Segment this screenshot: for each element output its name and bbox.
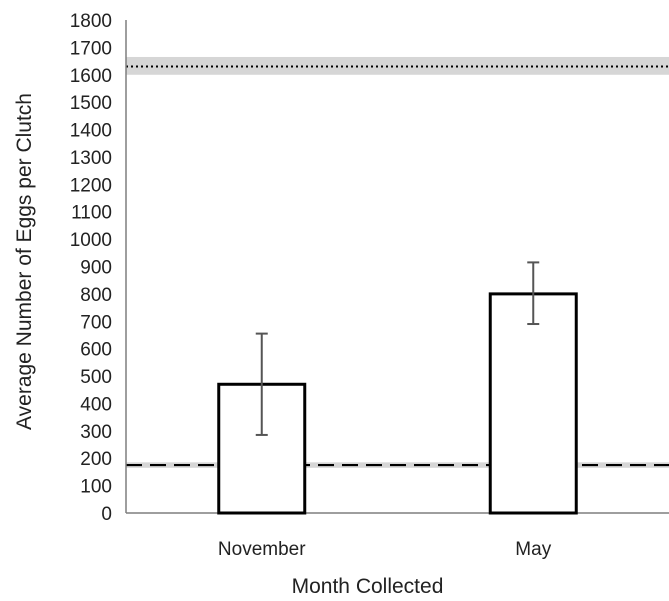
- y-tick-label: 500: [80, 367, 112, 388]
- y-tick-label: 1100: [71, 203, 112, 224]
- y-tick-label: 1800: [70, 11, 112, 32]
- y-axis-title: Average Number of Eggs per Clutch: [13, 93, 36, 430]
- x-axis-title: Month Collected: [292, 575, 444, 598]
- x-tick-label-may: May: [515, 539, 551, 560]
- y-tick-label: 1300: [70, 148, 112, 169]
- error-bars: [255, 261, 540, 436]
- y-tick-label: 100: [80, 477, 112, 498]
- x-tick-label-november: November: [218, 539, 306, 560]
- y-tick-label: 0: [101, 504, 112, 525]
- y-tick-label: 300: [80, 422, 112, 443]
- y-tick-label: 900: [80, 258, 112, 279]
- y-tick-label: 700: [80, 312, 112, 333]
- y-tick-label: 1600: [70, 66, 112, 87]
- y-tick-label: 1000: [70, 230, 112, 251]
- y-tick-label: 1400: [70, 121, 112, 142]
- bars: [217, 292, 578, 515]
- reference-bands: [126, 56, 669, 468]
- y-tick-label: 1500: [70, 93, 112, 114]
- y-tick-labels: 0 100 200 300 400 500 600 700 800 900 1000 1100 1200…: [70, 11, 112, 525]
- axes: [125, 20, 669, 514]
- y-tick-label: 200: [80, 449, 112, 470]
- x-tick-labels: November May: [218, 539, 552, 560]
- reference-lines: [126, 65, 669, 467]
- y-tick-label: 1200: [70, 175, 112, 196]
- y-tick-label: 400: [80, 394, 112, 415]
- bar-may: [488, 292, 578, 515]
- y-tick-label: 800: [80, 285, 112, 306]
- y-tick-label: 1700: [70, 38, 112, 59]
- y-tick-label: 600: [80, 340, 112, 361]
